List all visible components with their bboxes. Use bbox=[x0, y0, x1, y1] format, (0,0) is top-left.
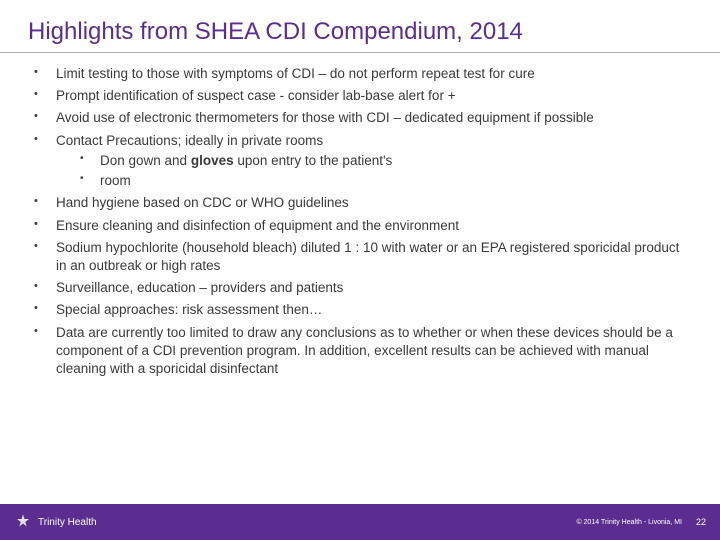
bullet-item: Sodium hypochlorite (household bleach) d… bbox=[28, 239, 692, 275]
bullet-item: Hand hygiene based on CDC or WHO guideli… bbox=[28, 194, 692, 212]
sub-text: Don gown and bbox=[100, 153, 191, 168]
bold-text: gloves bbox=[191, 153, 234, 168]
slide: Highlights from SHEA CDI Compendium, 201… bbox=[0, 0, 720, 540]
page-number: 22 bbox=[696, 517, 706, 527]
bullet-item: Prompt identification of suspect case - … bbox=[28, 87, 692, 105]
bullet-item: Ensure cleaning and disinfection of equi… bbox=[28, 217, 692, 235]
footer-right: © 2014 Trinity Health - Livonia, MI 22 bbox=[576, 517, 706, 527]
bullet-item: Contact Precautions; ideally in private … bbox=[28, 132, 692, 191]
sub-bullet-list: Don gown and gloves upon entry to the pa… bbox=[56, 152, 692, 190]
slide-content: Limit testing to those with symptoms of … bbox=[0, 61, 720, 504]
bullet-list: Limit testing to those with symptoms of … bbox=[28, 65, 692, 378]
bullet-item: Limit testing to those with symptoms of … bbox=[28, 65, 692, 83]
bullet-text: Contact Precautions; ideally in private … bbox=[56, 133, 323, 148]
bullet-item: Avoid use of electronic thermometers for… bbox=[28, 109, 692, 127]
bullet-item: Data are currently too limited to draw a… bbox=[28, 324, 692, 379]
footer-logo: Trinity Health bbox=[14, 513, 97, 531]
bullet-item: Surveillance, education – providers and … bbox=[28, 279, 692, 297]
sub-text: upon entry to the patient's bbox=[234, 153, 393, 168]
cross-icon bbox=[14, 513, 32, 531]
copyright-text: © 2014 Trinity Health - Livonia, MI bbox=[576, 519, 682, 526]
logo-text: Trinity Health bbox=[38, 517, 97, 528]
bullet-item: Special approaches: risk assessment then… bbox=[28, 301, 692, 319]
sub-bullet-item: Don gown and gloves upon entry to the pa… bbox=[56, 152, 692, 170]
slide-footer: Trinity Health © 2014 Trinity Health - L… bbox=[0, 504, 720, 540]
slide-title: Highlights from SHEA CDI Compendium, 201… bbox=[0, 0, 720, 53]
sub-bullet-item: room bbox=[56, 172, 692, 190]
